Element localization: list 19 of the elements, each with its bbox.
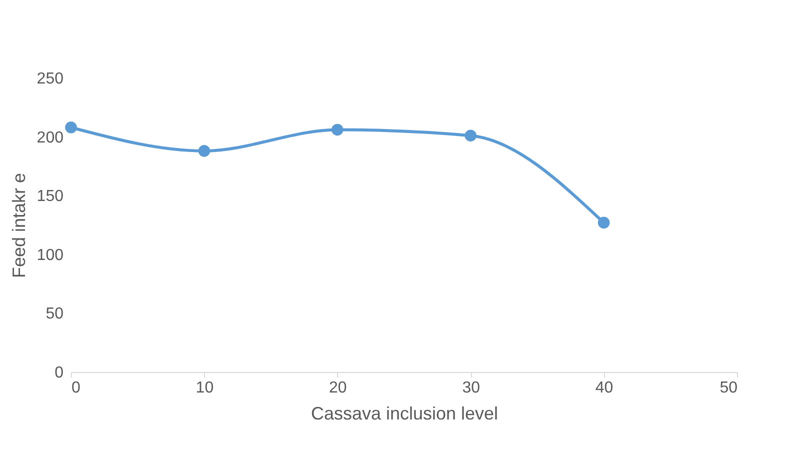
y-tick-label: 200 bbox=[36, 129, 64, 146]
point bbox=[198, 145, 210, 157]
y-tick-label: 150 bbox=[36, 188, 64, 206]
x-axis-title: Cassava inclusion level bbox=[310, 404, 498, 424]
point bbox=[598, 216, 610, 229]
point bbox=[464, 130, 477, 142]
y-tick-label: 50 bbox=[46, 306, 64, 323]
x-tick-label: 20 bbox=[329, 380, 347, 396]
y-axis-title: Feed intakr e bbox=[8, 172, 29, 278]
x-tick-label: 50 bbox=[720, 380, 738, 396]
y-tick-label: 100 bbox=[36, 246, 64, 264]
x-tick-label: 30 bbox=[462, 380, 480, 396]
y-tick-label: 250 bbox=[36, 70, 64, 88]
y-tick-label: 0 bbox=[54, 364, 64, 382]
x-tick-label: 10 bbox=[196, 380, 214, 396]
point bbox=[331, 124, 344, 136]
point bbox=[65, 121, 77, 134]
x-tick-label: 40 bbox=[595, 380, 614, 396]
x-tick-label: 0 bbox=[72, 380, 80, 396]
